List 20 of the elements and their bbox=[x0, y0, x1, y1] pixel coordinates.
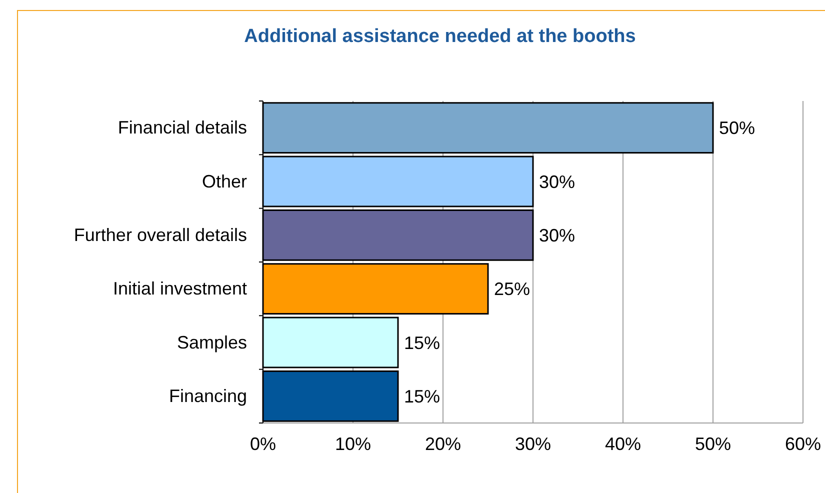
y-tick-label: Other bbox=[202, 171, 247, 192]
chart-title: Additional assistance needed at the booths bbox=[244, 26, 636, 47]
data-label: 25% bbox=[494, 279, 530, 300]
x-tick-label: 0% bbox=[250, 434, 276, 454]
data-label: 50% bbox=[719, 118, 756, 138]
x-tick-label: 60% bbox=[784, 434, 822, 454]
y-tick-label: Financing bbox=[168, 386, 247, 406]
data-label: 15% bbox=[404, 332, 440, 353]
y-tick-label: Initial investment bbox=[112, 278, 247, 299]
y-tick-label: Further overall details bbox=[74, 224, 247, 245]
data-label: 30% bbox=[539, 225, 576, 246]
data-label: 30% bbox=[539, 172, 576, 192]
x-tick-label: 40% bbox=[604, 434, 642, 454]
data-label: 15% bbox=[404, 386, 440, 406]
y-tick-label: Samples bbox=[176, 332, 247, 352]
x-tick-label: 20% bbox=[424, 434, 462, 454]
x-tick-label: 10% bbox=[334, 434, 372, 454]
y-tick-label: Financial details bbox=[118, 118, 247, 138]
x-tick-label: 50% bbox=[694, 434, 732, 454]
x-tick-label: 30% bbox=[514, 434, 552, 454]
